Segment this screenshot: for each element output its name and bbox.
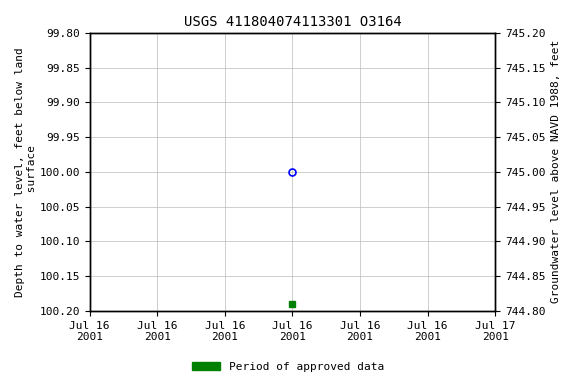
Y-axis label: Groundwater level above NAVD 1988, feet: Groundwater level above NAVD 1988, feet <box>551 40 561 303</box>
Title: USGS 411804074113301 O3164: USGS 411804074113301 O3164 <box>184 15 401 29</box>
Legend: Period of approved data: Period of approved data <box>188 358 388 377</box>
Y-axis label: Depth to water level, feet below land
 surface: Depth to water level, feet below land su… <box>15 47 37 297</box>
